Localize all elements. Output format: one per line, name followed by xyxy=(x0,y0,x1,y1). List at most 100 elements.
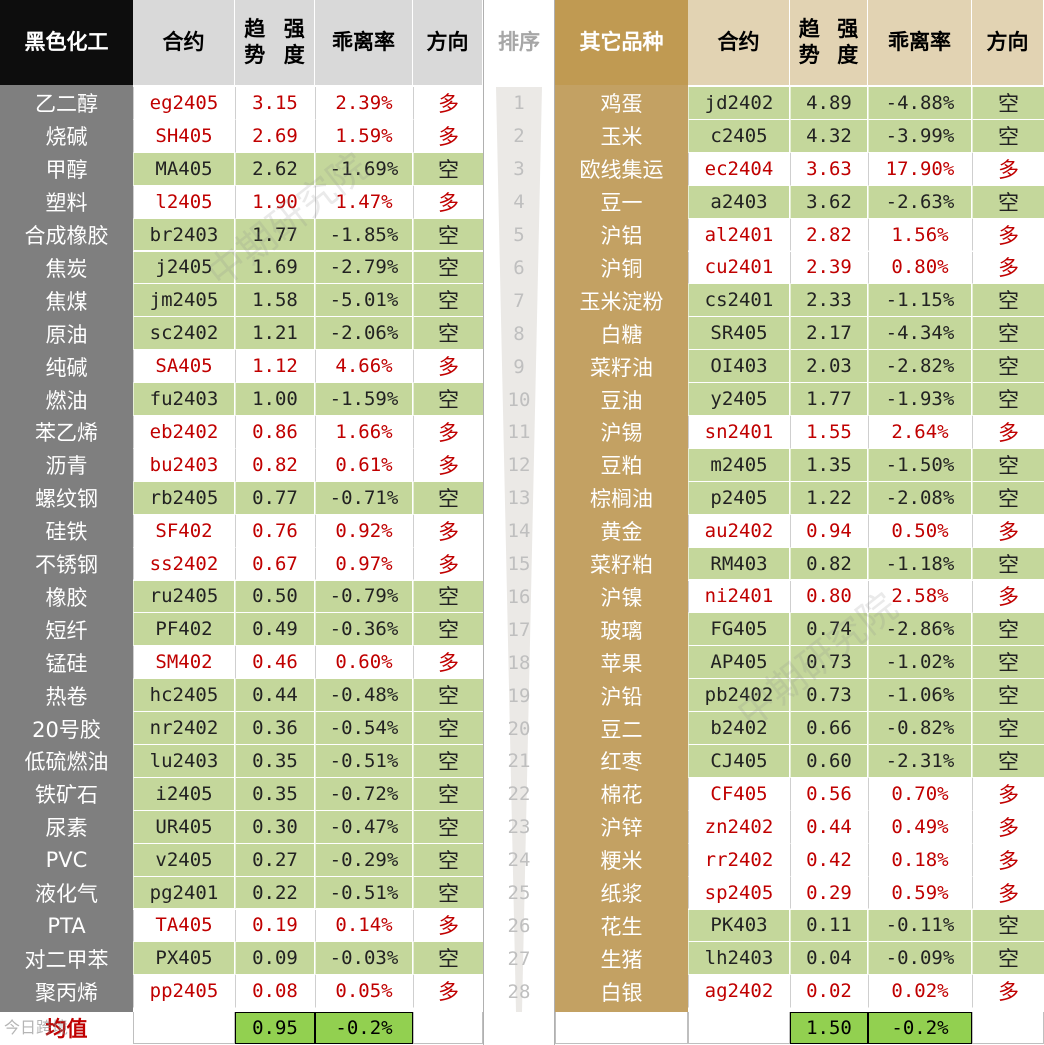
direction-badge: 多 xyxy=(972,843,1044,877)
header-deviation: 乖离率 xyxy=(315,0,413,85)
deviation-rate: -2.79% xyxy=(315,251,413,285)
deviation-rate: -5.01% xyxy=(315,284,413,318)
trend-strength: 0.27 xyxy=(235,843,315,877)
commodity-name: 焦煤 xyxy=(0,284,133,318)
deviation-rate: -2.82% xyxy=(868,350,972,384)
deviation-rate: 0.49% xyxy=(868,810,972,844)
deviation-rate: 0.60% xyxy=(315,646,413,680)
direction-badge: 多 xyxy=(972,514,1044,548)
direction-badge: 多 xyxy=(972,152,1044,186)
trend-strength: 4.89 xyxy=(790,87,868,120)
commodity-name: 螺纹钢 xyxy=(0,481,133,515)
deviation-rate: -0.11% xyxy=(868,909,972,943)
deviation-rate: -0.71% xyxy=(315,481,413,515)
column-separator xyxy=(554,0,555,1045)
trend-strength: 0.02 xyxy=(790,975,868,1009)
header-trend: 趋势 强度 xyxy=(790,0,868,85)
commodity-name: 豆一 xyxy=(555,185,688,219)
contract-code: rb2405 xyxy=(133,481,235,515)
trend-strength: 3.15 xyxy=(235,87,315,120)
direction-badge: 空 xyxy=(972,745,1044,778)
commodity-name: 低硫燃油 xyxy=(0,745,133,778)
rank-number: 14 xyxy=(507,520,531,543)
commodity-name: 苹果 xyxy=(555,646,688,680)
corner-watermark: 今日跨境 xyxy=(4,1018,69,1037)
average-right-trend: 1.50 xyxy=(790,1012,868,1044)
contract-code: p2405 xyxy=(688,481,790,515)
average-right-deviation: -0.2% xyxy=(868,1012,972,1044)
commodity-name: 聚丙烯 xyxy=(0,975,133,1009)
direction-badge: 空 xyxy=(413,152,483,186)
deviation-rate: -2.08% xyxy=(868,481,972,515)
direction-badge: 多 xyxy=(413,119,483,153)
header-rank: 排序 xyxy=(483,0,555,85)
commodity-name: 沪铅 xyxy=(555,679,688,713)
contract-code: c2405 xyxy=(688,119,790,153)
trend-strength: 0.30 xyxy=(235,810,315,844)
deviation-rate: 0.18% xyxy=(868,843,972,877)
contract-code: lh2403 xyxy=(688,942,790,976)
deviation-rate: -1.69% xyxy=(315,152,413,186)
contract-code: SF402 xyxy=(133,514,235,548)
deviation-rate: -0.54% xyxy=(315,712,413,745)
direction-badge: 多 xyxy=(972,218,1044,252)
deviation-rate: -2.31% xyxy=(868,745,972,778)
average-left-trend: 0.95 xyxy=(235,1012,315,1044)
direction-badge: 空 xyxy=(413,383,483,416)
deviation-rate: -1.02% xyxy=(868,646,972,680)
contract-code: pg2401 xyxy=(133,876,235,910)
deviation-rate: -3.99% xyxy=(868,119,972,153)
trend-strength: 0.04 xyxy=(790,942,868,976)
trend-strength: 0.73 xyxy=(790,646,868,680)
direction-badge: 空 xyxy=(972,712,1044,745)
contract-code: a2403 xyxy=(688,185,790,219)
deviation-rate: 0.50% xyxy=(868,514,972,548)
commodity-name: 锰硅 xyxy=(0,646,133,680)
contract-code: sc2402 xyxy=(133,317,235,351)
header-line: 品种 xyxy=(621,29,664,54)
deviation-rate: -0.48% xyxy=(315,679,413,713)
contract-code: b2402 xyxy=(688,712,790,745)
trend-strength: 1.58 xyxy=(235,284,315,318)
commodity-name: 纸浆 xyxy=(555,876,688,910)
trend-strength: 0.67 xyxy=(235,547,315,581)
contract-code: sn2401 xyxy=(688,416,790,449)
deviation-rate: -0.09% xyxy=(868,942,972,976)
deviation-rate: 2.58% xyxy=(868,580,972,614)
direction-badge: 空 xyxy=(413,942,483,976)
direction-badge: 空 xyxy=(413,580,483,614)
commodity-name: PVC xyxy=(0,843,133,877)
contract-code: l2405 xyxy=(133,185,235,219)
commodity-name: 纯碱 xyxy=(0,350,133,384)
deviation-rate: 0.92% xyxy=(315,514,413,548)
trend-strength: 0.82 xyxy=(235,448,315,482)
commodity-name: 燃油 xyxy=(0,383,133,416)
commodity-name: 白糖 xyxy=(555,317,688,351)
deviation-rate: 0.70% xyxy=(868,777,972,811)
commodity-name: 黄金 xyxy=(555,514,688,548)
deviation-rate: -0.51% xyxy=(315,876,413,910)
rank-number: 20 xyxy=(507,717,531,740)
contract-code: SR405 xyxy=(688,317,790,351)
deviation-rate: -0.29% xyxy=(315,843,413,877)
deviation-rate: -0.03% xyxy=(315,942,413,976)
contract-code: pb2402 xyxy=(688,679,790,713)
commodity-name: 豆粕 xyxy=(555,448,688,482)
rank-number: 21 xyxy=(507,750,531,773)
contract-code: ru2405 xyxy=(133,580,235,614)
header-trend: 趋势 强度 xyxy=(235,0,315,85)
header-right-group: 其它 品种 xyxy=(555,0,688,85)
header-left-group: 黑色化工 xyxy=(0,0,133,85)
commodity-name: 沪铝 xyxy=(555,218,688,252)
direction-badge: 空 xyxy=(972,317,1044,351)
direction-badge: 空 xyxy=(413,876,483,910)
rank-number: 7 xyxy=(513,289,525,312)
trend-strength: 2.62 xyxy=(235,152,315,186)
direction-badge: 空 xyxy=(972,679,1044,713)
deviation-rate: -0.51% xyxy=(315,745,413,778)
contract-code: lu2403 xyxy=(133,745,235,778)
trend-strength: 0.73 xyxy=(790,679,868,713)
header-direction: 方向 xyxy=(413,0,483,85)
direction-badge: 多 xyxy=(413,87,483,120)
deviation-rate: 2.64% xyxy=(868,416,972,449)
